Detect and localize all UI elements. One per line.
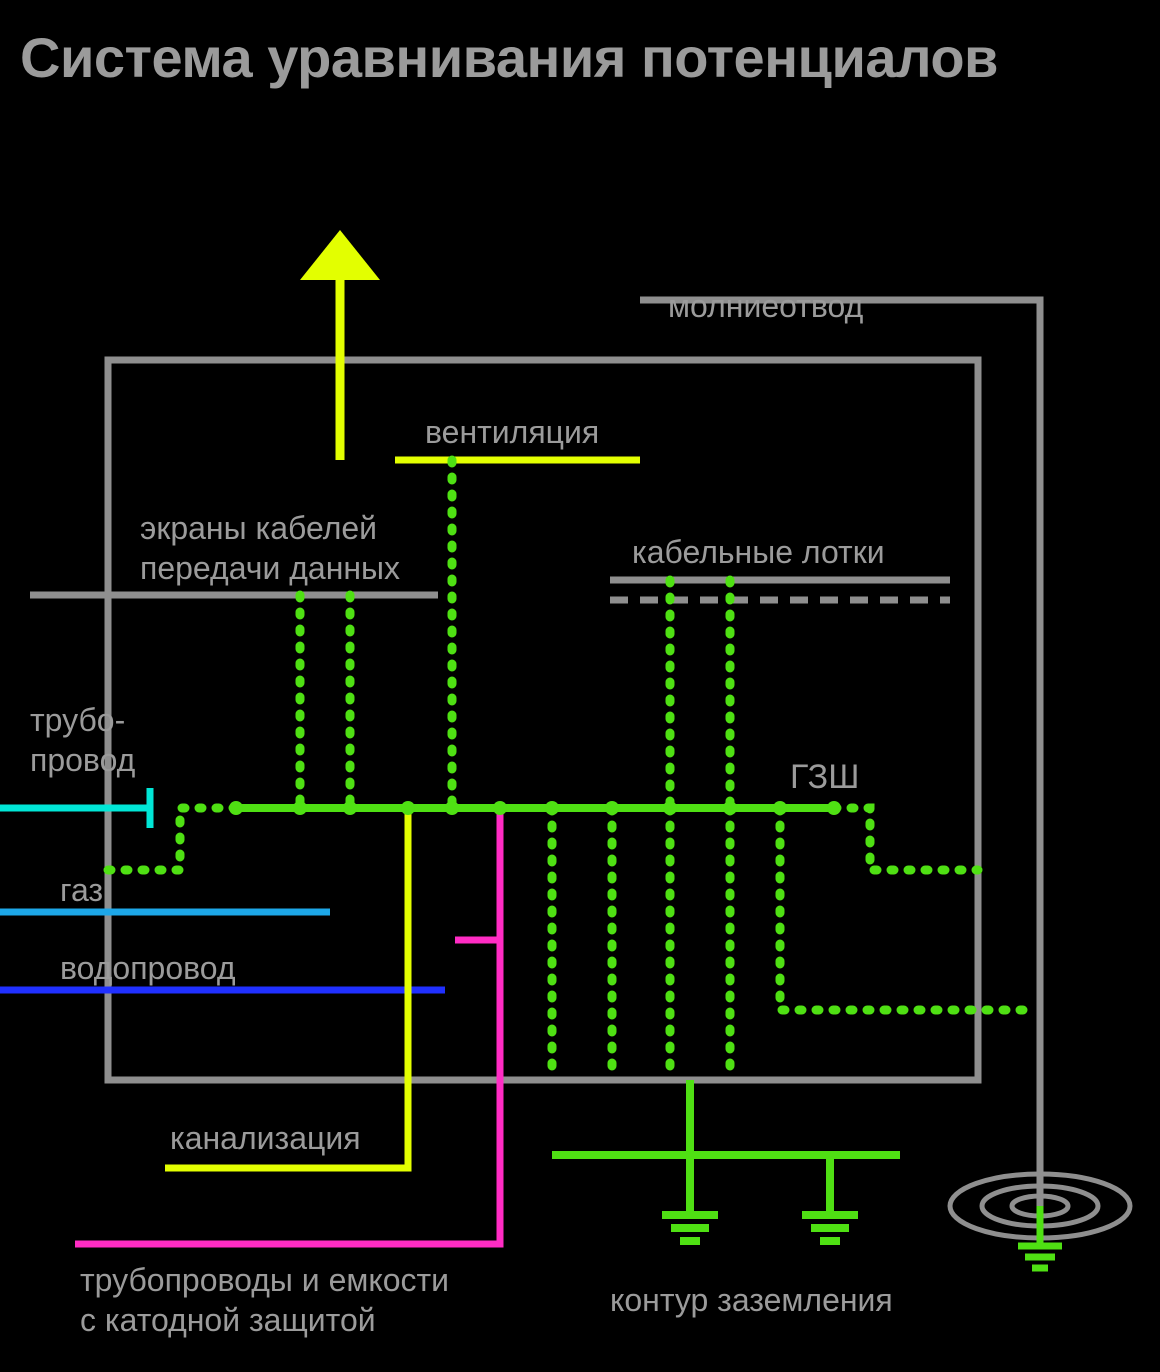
- label-shields: экраны кабелей передачи данных: [140, 508, 400, 588]
- label-lightning: молниеотвод: [668, 286, 863, 326]
- diagram-stage: Система уравнивания потенциалов молниеот…: [0, 0, 1160, 1372]
- label-ventilation: вентиляция: [425, 412, 599, 452]
- label-gas: газ: [60, 870, 103, 910]
- label-sewage: канализация: [170, 1118, 361, 1158]
- label-pipeline: трубо- провод: [30, 700, 135, 780]
- label-gzs: ГЗШ: [790, 756, 859, 799]
- label-cathodic: трубопроводы и емкости с катодной защито…: [80, 1260, 449, 1340]
- page-title: Система уравнивания потенциалов: [20, 24, 998, 91]
- label-water: водопровод: [60, 948, 236, 988]
- diagram-svg: [0, 0, 1160, 1372]
- label-trays: кабельные лотки: [632, 532, 885, 572]
- label-earth: контур заземления: [610, 1280, 893, 1320]
